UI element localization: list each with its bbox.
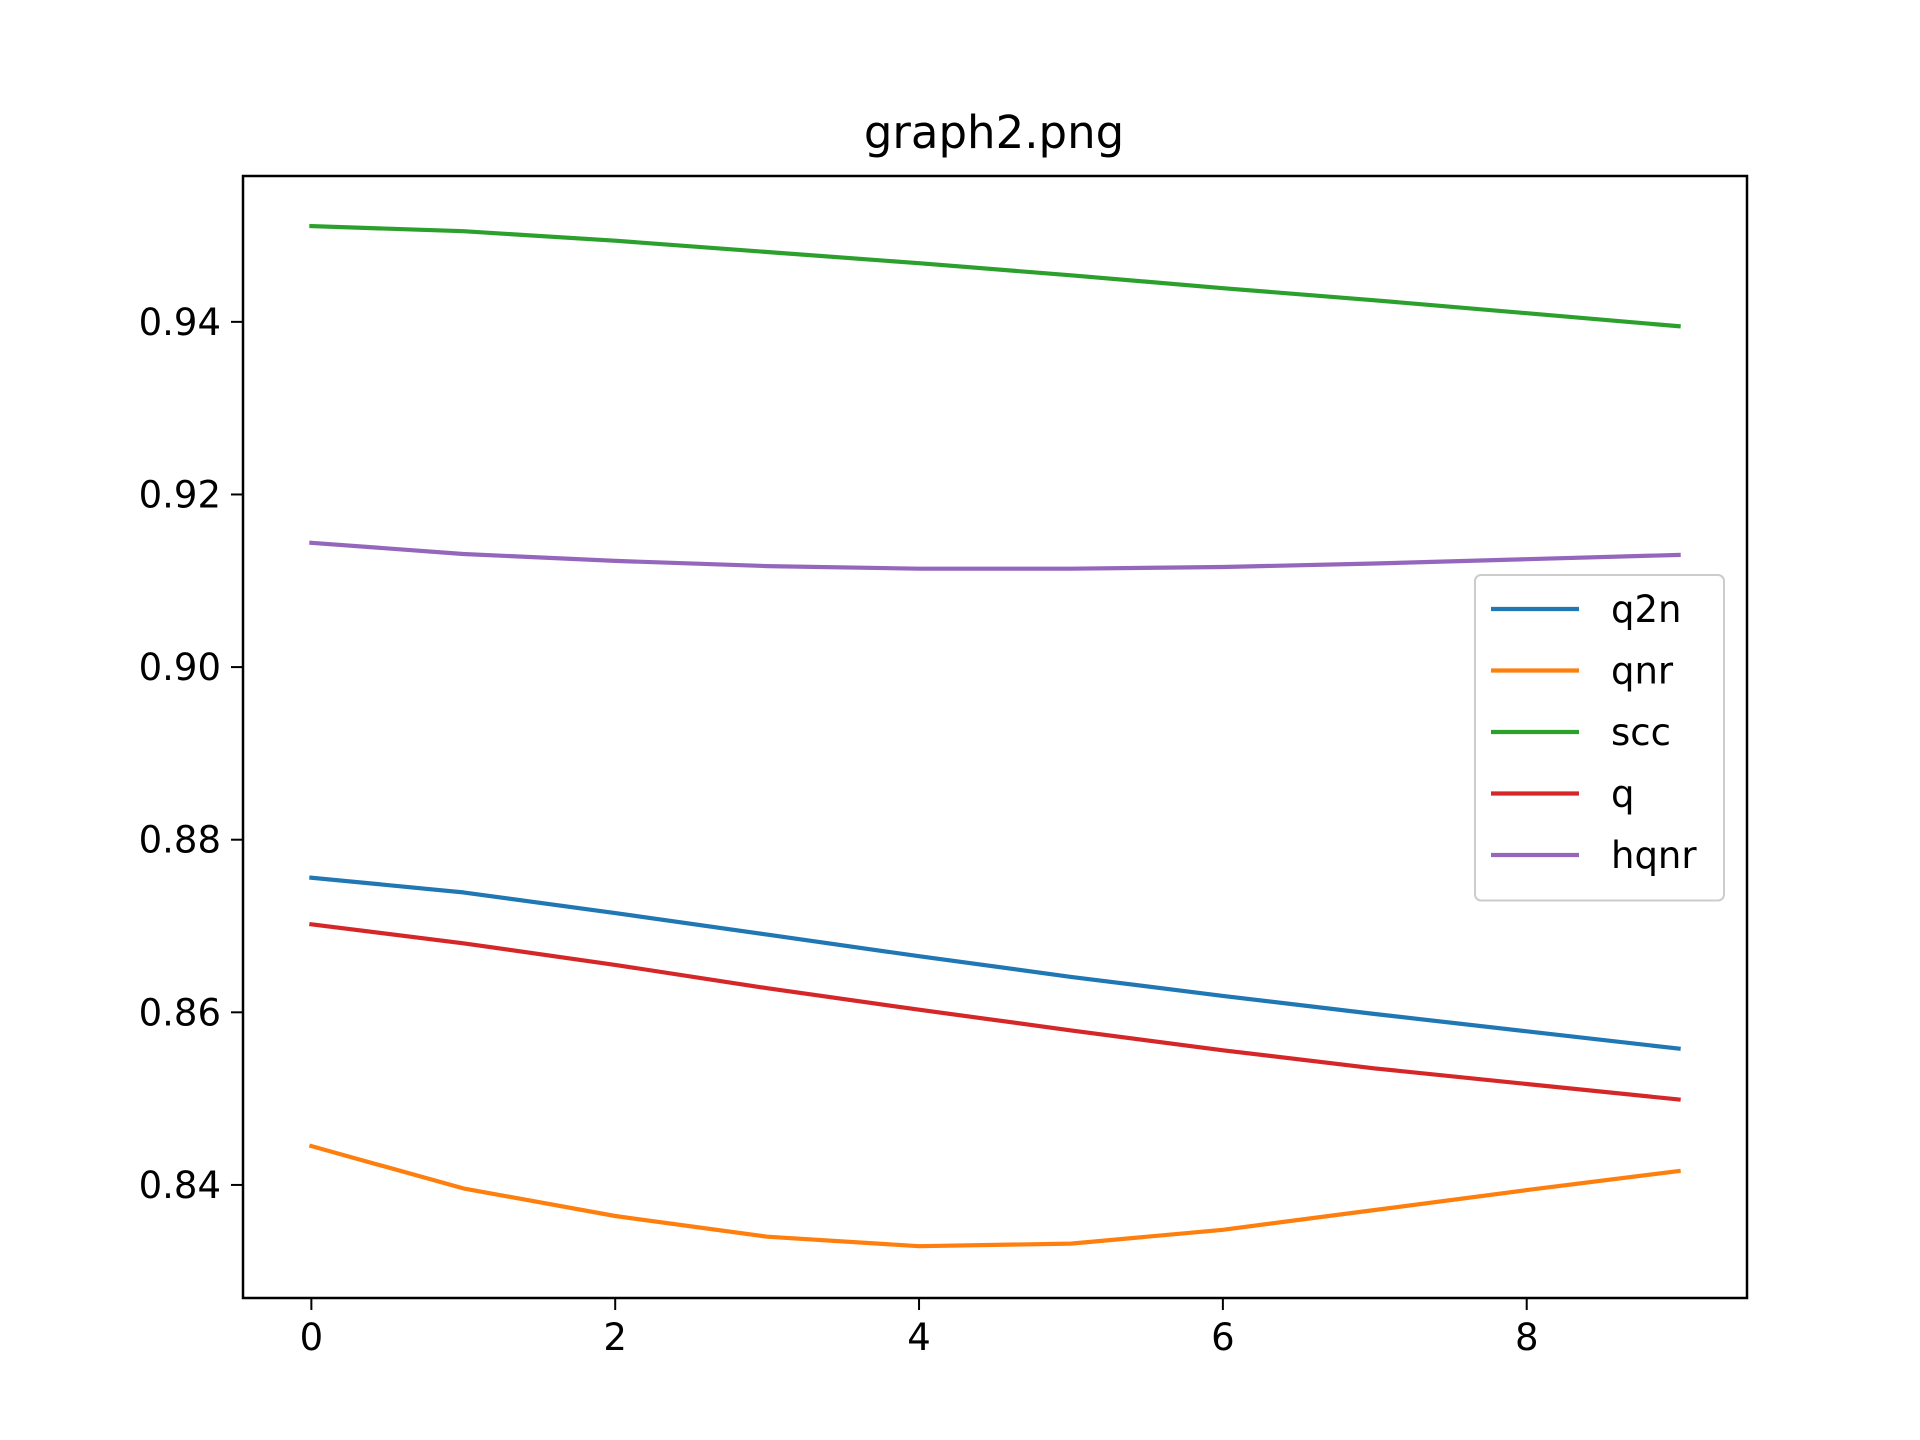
y-axis: 0.84 0.86 0.88 0.90 0.92 0.94	[139, 301, 243, 1207]
y-tick-label: 0.88	[139, 819, 221, 862]
series-line-q	[309, 921, 1681, 1102]
x-tick-label: 8	[1515, 1316, 1539, 1359]
legend-label-scc: scc	[1611, 711, 1671, 754]
legend-label-q2n: q2n	[1611, 588, 1681, 631]
y-tick-label: 0.86	[139, 991, 221, 1034]
legend: q2n qnr scc q hqnr	[1474, 574, 1725, 902]
legend-label-q: q	[1611, 773, 1635, 816]
series-line-hqnr	[309, 540, 1681, 571]
plot-frame	[241, 174, 1749, 1300]
y-tick-label: 0.84	[139, 1164, 221, 1207]
series-line-scc	[309, 223, 1681, 329]
legend-label-qnr: qnr	[1611, 650, 1674, 693]
y-tick-label: 0.92	[139, 473, 221, 516]
x-axis: 0 2 4 6 8	[300, 1298, 1539, 1359]
series-line-q2n	[309, 875, 1681, 1051]
legend-box	[1474, 574, 1725, 902]
x-tick-label: 2	[603, 1316, 627, 1359]
y-tick-label: 0.90	[139, 646, 221, 689]
legend-label-hqnr: hqnr	[1611, 834, 1697, 877]
x-tick-label: 0	[300, 1316, 324, 1359]
x-tick-label: 6	[1211, 1316, 1235, 1359]
y-tick-label: 0.94	[139, 301, 221, 344]
x-tick-label: 4	[907, 1316, 931, 1359]
plot-lines	[308, 223, 1681, 1249]
chart-title: graph2.png	[864, 106, 1124, 159]
series-line-qnr	[308, 1143, 1681, 1249]
